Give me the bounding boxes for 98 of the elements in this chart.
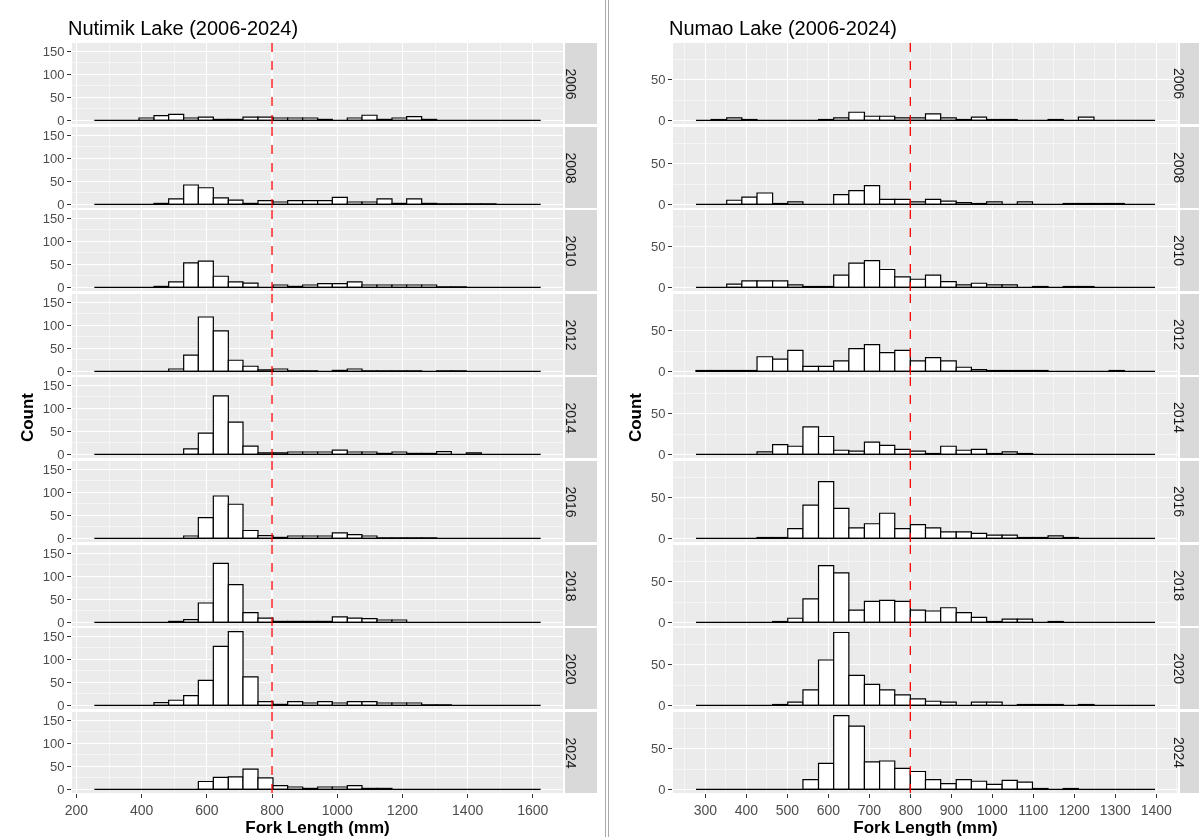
y-tick-label: 50 xyxy=(49,507,65,523)
x-tick-label: 400 xyxy=(734,801,759,818)
y-tick-label: 150 xyxy=(42,545,65,561)
y-tick-label: 150 xyxy=(42,712,65,728)
annotation: 2024 xyxy=(1171,736,1187,769)
y-tick-label: 100 xyxy=(42,484,65,500)
annotation: 2006 xyxy=(562,68,579,100)
y-tick-label: 50 xyxy=(49,257,65,273)
annotation: 2016 xyxy=(562,486,579,518)
x-tick-label: 700 xyxy=(857,801,882,818)
annotation: 2006 xyxy=(1171,68,1187,100)
annotation: 2014 xyxy=(1171,402,1187,434)
y-tick-label: 150 xyxy=(42,629,65,645)
y-tick-label: 150 xyxy=(42,378,65,394)
annotation: 2010 xyxy=(562,235,579,268)
y-tick-label: 0 xyxy=(658,530,666,546)
y-tick-label: 50 xyxy=(650,239,666,255)
annotation: 2018 xyxy=(562,570,579,602)
y-tick-label: 150 xyxy=(42,294,65,310)
y-tick-label: 100 xyxy=(42,150,65,166)
y-tick-label: 0 xyxy=(57,447,65,463)
y-tick-label: 0 xyxy=(57,781,65,797)
x-tick-label: 200 xyxy=(64,801,89,818)
y-axis-title: Count xyxy=(18,393,38,443)
y-tick-label: 50 xyxy=(49,340,65,356)
y-tick-label: 0 xyxy=(57,363,65,379)
y-tick-label: 50 xyxy=(650,406,666,422)
y-tick-label: 50 xyxy=(650,490,666,506)
annotation: 2020 xyxy=(562,653,579,686)
y-tick-label: 0 xyxy=(658,447,666,463)
y-tick-label: 50 xyxy=(650,72,666,88)
x-tick-label: 1200 xyxy=(1058,801,1091,818)
y-tick-label: 50 xyxy=(650,323,666,339)
y-tick-label: 150 xyxy=(42,43,65,59)
y-tick-label: 150 xyxy=(42,127,65,143)
x-tick-label: 800 xyxy=(260,801,284,818)
x-tick-label: 1400 xyxy=(1140,801,1173,818)
x-tick-label: 1600 xyxy=(517,801,549,818)
x-tick-label: 900 xyxy=(939,801,964,818)
y-tick-label: 0 xyxy=(658,781,666,797)
y-tick-label: 0 xyxy=(57,196,65,212)
x-tick-label: 800 xyxy=(898,801,923,818)
y-tick-label: 100 xyxy=(42,568,65,584)
y-tick-label: 0 xyxy=(57,698,65,714)
y-tick-label: 0 xyxy=(57,112,65,128)
annotation: 2012 xyxy=(1171,318,1187,351)
x-tick-label: 1000 xyxy=(321,801,353,818)
y-tick-label: 150 xyxy=(42,211,65,227)
annotation: 2008 xyxy=(1171,151,1187,183)
x-tick-label: 600 xyxy=(816,801,841,818)
y-tick-label: 100 xyxy=(42,66,65,82)
y-tick-label: 150 xyxy=(42,461,65,477)
annotation: 2014 xyxy=(562,402,579,435)
x-axis-title: Fork Length (mm) xyxy=(853,817,998,837)
annotation: 2008 xyxy=(562,152,579,184)
annotation: 2010 xyxy=(1171,235,1187,267)
y-tick-label: 100 xyxy=(42,401,65,417)
y-tick-label: 50 xyxy=(49,591,65,607)
x-tick-label: 500 xyxy=(775,801,800,818)
y-tick-label: 50 xyxy=(650,156,666,171)
x-tick-label: 1400 xyxy=(452,801,484,818)
x-tick-label: 400 xyxy=(129,801,154,818)
y-tick-label: 0 xyxy=(658,698,666,714)
y-tick-label: 50 xyxy=(49,675,65,691)
y-tick-label: 0 xyxy=(658,196,666,212)
y-tick-label: 50 xyxy=(49,758,65,774)
chart-title: Numao Lake (2006-2024) xyxy=(669,17,897,39)
chart-title: Nutimik Lake (2006-2024) xyxy=(68,17,299,39)
y-tick-label: 0 xyxy=(57,280,65,296)
y-tick-label: 50 xyxy=(650,741,666,757)
y-tick-label: 0 xyxy=(658,112,666,128)
annotation: 2018 xyxy=(1171,569,1187,601)
annotation: 2024 xyxy=(562,737,579,769)
x-tick-label: 300 xyxy=(693,801,718,818)
x-tick-label: 1000 xyxy=(976,801,1009,818)
x-axis-title: Fork Length (mm) xyxy=(245,817,390,837)
y-tick-label: 100 xyxy=(42,735,65,751)
annotation: 2012 xyxy=(562,319,579,351)
annotation: 2016 xyxy=(1171,486,1187,518)
y-axis-title: Count xyxy=(626,393,646,443)
y-tick-label: 50 xyxy=(49,424,65,440)
x-tick-label: 1300 xyxy=(1099,801,1132,818)
x-tick-label: 600 xyxy=(195,801,219,818)
y-tick-label: 50 xyxy=(49,89,65,105)
y-tick-label: 100 xyxy=(42,234,65,250)
y-tick-label: 50 xyxy=(650,574,666,589)
annotation: 2020 xyxy=(1171,653,1187,685)
y-tick-label: 0 xyxy=(658,363,666,379)
y-tick-label: 100 xyxy=(42,317,65,333)
y-tick-label: 0 xyxy=(57,614,65,630)
y-tick-label: 100 xyxy=(42,652,65,668)
y-tick-label: 0 xyxy=(57,530,65,546)
y-tick-label: 50 xyxy=(49,173,65,189)
y-tick-label: 50 xyxy=(650,657,666,673)
x-tick-label: 1100 xyxy=(1018,801,1049,818)
y-tick-label: 0 xyxy=(658,280,666,296)
y-tick-label: 0 xyxy=(658,614,666,630)
x-tick-label: 1200 xyxy=(386,801,419,818)
